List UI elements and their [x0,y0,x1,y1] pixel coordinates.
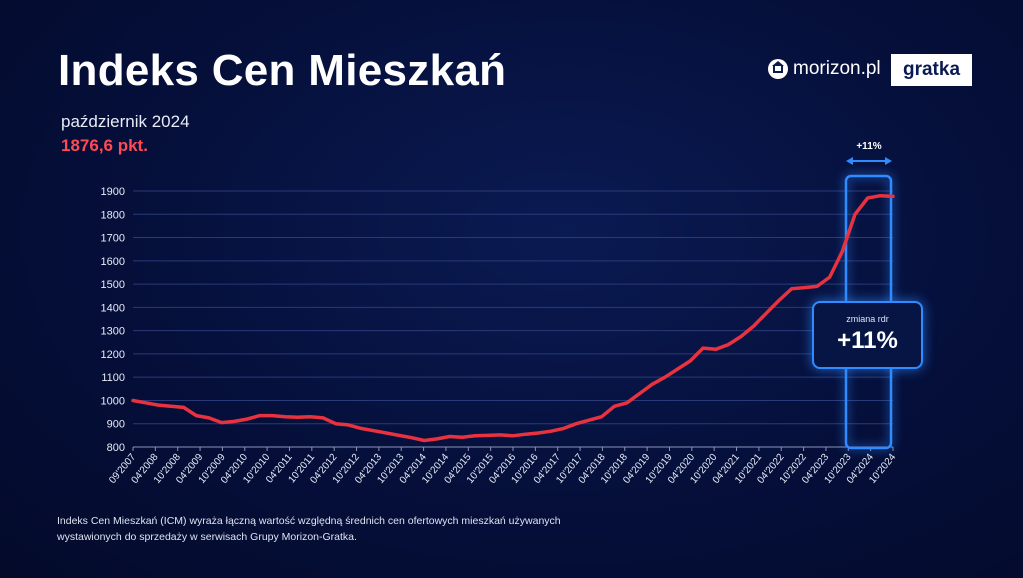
y-tick-label: 1000 [101,395,125,407]
morizon-logo: morizon.pl [768,58,881,80]
series-line [131,193,895,443]
y-tick-label: 1600 [101,256,125,268]
y-tick-label: 900 [107,419,125,431]
y-tick-label: 1700 [101,233,125,245]
callout-label: zmiana rdr [846,314,889,324]
x-axis-ticks: 09'200704'200810'200804'200910'200904'20… [107,447,899,486]
highlight-arrow [846,157,892,165]
y-tick-label: 1900 [101,186,125,198]
y-tick-label: 1200 [101,349,125,361]
page-title: Indeks Cen Mieszkań [58,46,507,95]
chart-grid [133,190,893,448]
gratka-logo: gratka [891,54,972,86]
footnote: Indeks Cen Mieszkań (ICM) wyraża łączną … [57,515,561,543]
morizon-logo-text: morizon.pl [793,58,881,79]
highlight-label: +11% [856,141,881,152]
y-tick-label: 800 [107,442,125,454]
y-tick-label: 1800 [101,209,125,221]
period-label: październik 2024 [61,112,190,131]
callout-value: +11% [837,327,898,354]
y-tick-label: 1400 [101,302,125,314]
index-value: 1876,6 pkt. [61,136,148,155]
yoy-change-callout: zmiana rdr +11% [812,301,923,369]
y-tick-label: 1500 [101,279,125,291]
y-axis-ticks: 800 900 1000 1100 1200 1300 1400 1500 1600 1700 18… [101,186,125,454]
house-icon [768,59,788,79]
y-tick-label: 1300 [101,326,125,338]
y-tick-label: 1100 [101,372,125,384]
